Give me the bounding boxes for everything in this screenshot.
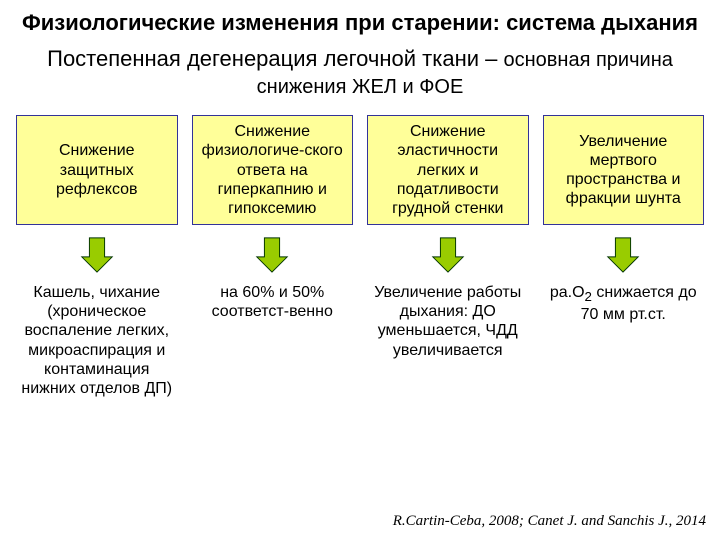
arrow-cell-1 xyxy=(16,235,178,275)
arrow-shape xyxy=(82,238,112,272)
box-3: Снижение эластичности легких и податливо… xyxy=(367,115,529,225)
results-row: Кашель, чихание (хроническое воспаление … xyxy=(12,283,708,398)
result-2: на 60% и 50% соответст-венно xyxy=(192,283,354,321)
slide-subtitle: Постепенная дегенерация легочной ткани –… xyxy=(12,46,708,99)
boxes-row: Снижение защитных рефлексов Снижение физ… xyxy=(12,115,708,225)
box-4: Увеличение мертвого пространства и фракц… xyxy=(543,115,705,225)
result-1: Кашель, чихание (хроническое воспаление … xyxy=(16,283,178,398)
down-arrow-icon xyxy=(253,235,291,275)
arrow-shape xyxy=(257,238,287,272)
citation: R.Cartin-Ceba, 2008; Canet J. and Sanchi… xyxy=(393,513,706,530)
down-arrow-icon xyxy=(78,235,116,275)
arrow-cell-2 xyxy=(192,235,354,275)
down-arrow-icon xyxy=(604,235,642,275)
arrows-row xyxy=(12,235,708,275)
arrow-shape xyxy=(433,238,463,272)
slide-title: Физиологические изменения при старении: … xyxy=(12,10,708,36)
box-2: Снижение физиологиче-ского ответа на гип… xyxy=(192,115,354,225)
result-4: ра.О2 снижается до 70 мм рт.ст. xyxy=(543,283,705,324)
result-3: Увеличение работы дыхания: ДО уменьшаетс… xyxy=(367,283,529,360)
arrow-cell-4 xyxy=(543,235,705,275)
box-1: Снижение защитных рефлексов xyxy=(16,115,178,225)
arrow-cell-3 xyxy=(367,235,529,275)
down-arrow-icon xyxy=(429,235,467,275)
arrow-shape xyxy=(608,238,638,272)
slide: Физиологические изменения при старении: … xyxy=(0,0,720,540)
